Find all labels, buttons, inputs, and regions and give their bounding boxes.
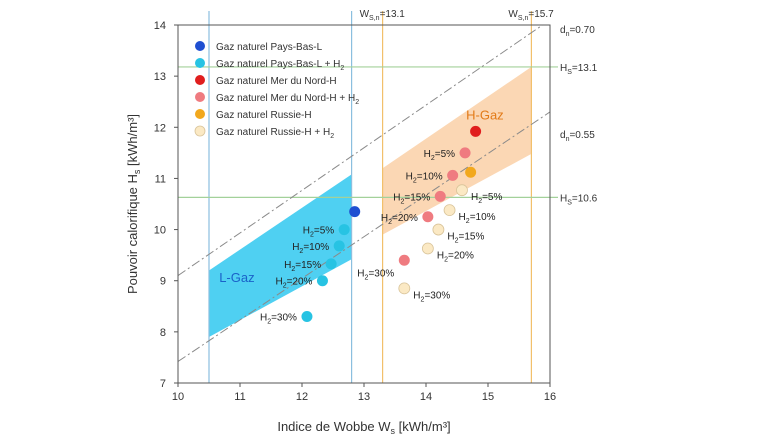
point-label-3-1: H2=10% [406, 171, 443, 184]
point-label-1-0: H2=5% [303, 226, 335, 239]
data-point-2-0 [470, 125, 482, 137]
x-tick-label: 12 [296, 391, 308, 403]
point-label-5-0: H2=5% [471, 192, 503, 205]
hline-label-0: HS=13.1 [560, 63, 598, 76]
data-point-1-0 [338, 224, 350, 236]
data-point-0-0 [349, 206, 361, 218]
x-tick-label: 11 [234, 391, 245, 403]
region-label-l-gaz: L-Gaz [219, 270, 254, 285]
point-label-5-4: H2=30% [413, 290, 450, 303]
data-point-1-1 [333, 240, 345, 252]
data-point-5-3 [421, 242, 434, 255]
data-point-5-0 [456, 184, 468, 197]
point-label-3-3: H2=20% [381, 213, 418, 226]
data-point-1-2 [325, 258, 337, 270]
density-line-0 [178, 25, 544, 277]
point-label-1-3: H2=20% [275, 277, 312, 290]
y-tick-label: 9 [160, 276, 166, 288]
legend-marker-2 [195, 75, 205, 85]
data-point-4-0 [465, 166, 477, 178]
point-label-5-3: H2=20% [437, 250, 474, 263]
legend-label-2: Gaz naturel Mer du Nord-H [216, 76, 337, 87]
legend-marker-4 [195, 109, 205, 119]
point-label-5-2: H2=15% [447, 232, 484, 245]
data-point-1-3 [316, 275, 328, 287]
vline-label-2: WS,n=13.1 [360, 9, 406, 22]
density-label-1: dn=0.55 [560, 130, 595, 143]
point-label-3-2: H2=15% [393, 192, 430, 205]
data-point-3-4 [398, 254, 410, 266]
density-line-1 [178, 111, 550, 362]
y-tick-label: 14 [154, 20, 166, 32]
data-point-3-2 [434, 190, 446, 202]
legend-label-4: Gaz naturel Russie-H [216, 110, 312, 121]
data-point-5-4 [398, 282, 411, 295]
legend-marker-5 [194, 125, 206, 137]
data-point-3-1 [447, 169, 459, 181]
point-label-3-0: H2=5% [424, 149, 456, 162]
x-tick-label: 15 [482, 391, 494, 403]
hline-label-1: HS=10.6 [560, 193, 598, 206]
x-axis-title: Indice de Wobbe Ws [kWh/m³] [277, 419, 450, 436]
data-point-3-3 [422, 211, 434, 223]
point-label-1-4: H2=30% [260, 313, 297, 326]
legend-label-3: Gaz naturel Mer du Nord-H + H2 [216, 93, 359, 106]
legend-label-0: Gaz naturel Pays-Bas-L [216, 42, 323, 53]
legend-marker-3 [195, 92, 205, 102]
legend-label-1: Gaz naturel Pays-Bas-L + H2 [216, 59, 344, 72]
point-label-5-1: H2=10% [459, 212, 496, 225]
region-l-gaz [209, 174, 352, 337]
legend-marker-1 [195, 58, 205, 68]
data-point-5-2 [432, 223, 445, 236]
region-label-h-gaz: H-Gaz [466, 108, 504, 123]
data-point-3-0 [459, 147, 471, 159]
data-point-1-4 [301, 311, 313, 323]
y-tick-label: 7 [160, 378, 166, 390]
x-tick-label: 10 [172, 391, 184, 403]
y-tick-label: 12 [154, 122, 166, 134]
density-label-0: dn=0.70 [560, 25, 595, 38]
data-point-5-1 [443, 204, 456, 217]
legend-label-5: Gaz naturel Russie-H + H2 [216, 127, 334, 140]
point-label-1-1: H2=10% [292, 242, 329, 255]
x-tick-label: 16 [544, 391, 556, 403]
point-label-3-4: H2=30% [357, 268, 394, 281]
y-axis-title: Pouvoir calorifique Hs [kWh/m³] [125, 114, 142, 294]
legend-marker-0 [195, 41, 205, 51]
y-tick-label: 11 [155, 173, 166, 185]
vline-label-3: WS,n=15.7 [508, 9, 554, 22]
x-tick-label: 14 [420, 391, 432, 403]
region-h-gaz [382, 66, 532, 235]
x-tick-label: 13 [358, 391, 370, 403]
y-tick-label: 8 [160, 327, 166, 339]
y-tick-label: 10 [154, 225, 166, 237]
point-label-1-2: H2=15% [284, 260, 321, 273]
y-tick-label: 13 [154, 71, 166, 83]
